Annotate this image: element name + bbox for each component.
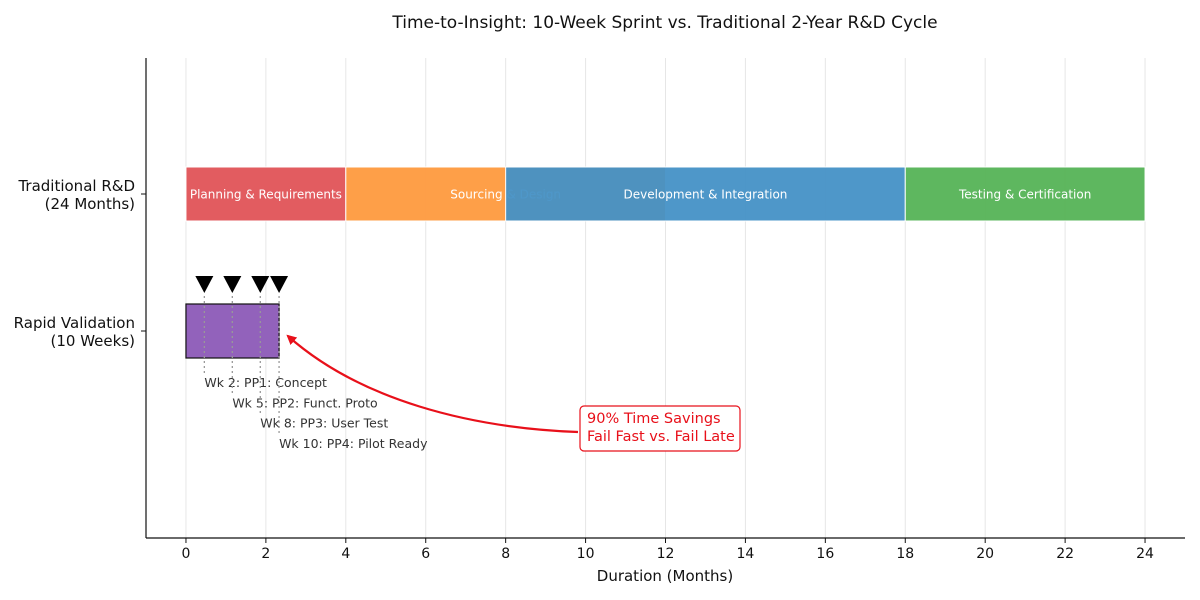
milestone-label: Wk 2: PP1: Concept: [204, 375, 327, 390]
y-tick-label: Rapid Validation (10 Weeks): [14, 314, 135, 350]
x-tick-label: 24: [1136, 546, 1154, 562]
y-tick-label-line: (24 Months): [45, 195, 135, 213]
annotation-text: Fail Fast vs. Fail Late: [587, 429, 735, 445]
milestone-label: Wk 10: PP4: Pilot Ready: [279, 436, 428, 451]
bar-segment: [505, 166, 906, 222]
bar-label: Development & Integration: [624, 188, 788, 202]
y-tick-label-line: (10 Weeks): [51, 332, 135, 350]
x-tick-label: 2: [261, 546, 270, 562]
x-tick-label: 0: [182, 546, 191, 562]
x-tick-label: 4: [341, 546, 350, 562]
y-tick-label: Traditional R&D (24 Months): [17, 177, 135, 213]
x-axis-title: Duration (Months): [597, 567, 733, 585]
bar-segment: [904, 166, 1146, 222]
bar-segment: [185, 166, 347, 222]
annotation-box: [579, 405, 741, 452]
annotation-text: 90% Time Savings: [587, 411, 721, 427]
x-tick-label: 14: [737, 546, 755, 562]
milestone-marker: [270, 276, 289, 293]
bar-label: Testing & Certification: [958, 188, 1091, 202]
bar-label: Planning & Requirements: [190, 188, 342, 202]
gridlines: [185, 58, 1146, 538]
milestone-marker: [223, 276, 242, 293]
x-tick-label: 10: [577, 546, 595, 562]
annotation-arrow: [286, 334, 579, 434]
x-tick-label: 16: [816, 546, 834, 562]
milestone-label: Wk 8: PP3: User Test: [260, 416, 388, 431]
y-tick-label-line: Traditional R&D: [17, 177, 135, 195]
annotation-layer: 90% Time Savings Fail Fast vs. Fail Late: [286, 334, 741, 452]
x-tick-label: 18: [896, 546, 914, 562]
milestones-layer: Wk 2: PP1: Concept Wk 5: PP2: Funct. Prot…: [195, 276, 428, 451]
x-tick-label: 12: [657, 546, 675, 562]
x-tick-label: 20: [976, 546, 994, 562]
milestone-marker: [251, 276, 270, 293]
x-tick-label: 8: [501, 546, 510, 562]
milestone-marker: [195, 276, 214, 293]
y-tick-label-line: Rapid Validation: [14, 314, 135, 332]
x-tick-label: 22: [1056, 546, 1074, 562]
x-tick-label: 6: [421, 546, 430, 562]
milestone-label: Wk 5: PP2: Funct. Proto: [232, 395, 377, 410]
chart-title: Time-to-Insight: 10-Week Sprint vs. Trad…: [391, 13, 937, 33]
axes-layer: Traditional R&D (24 Months) Rapid Validati…: [14, 58, 1185, 562]
